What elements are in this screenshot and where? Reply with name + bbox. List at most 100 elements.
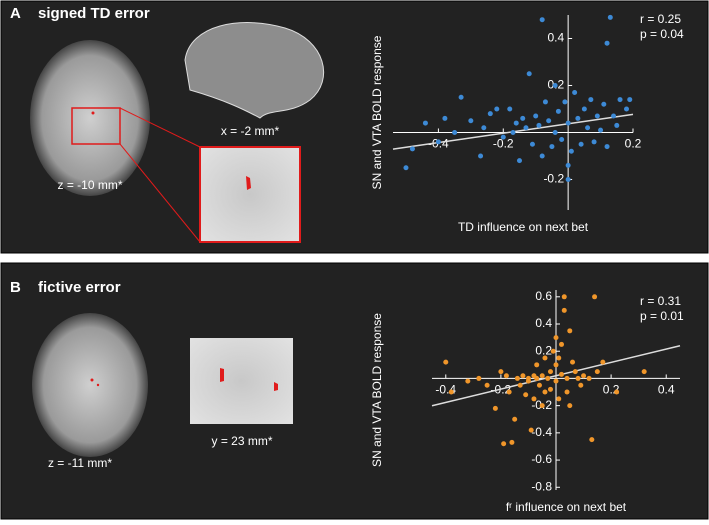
point [570, 359, 576, 365]
point [561, 294, 567, 300]
point [443, 359, 449, 365]
point [465, 378, 471, 384]
point [578, 141, 584, 147]
x-axis-label: TD influence on next bet [458, 220, 589, 234]
point [542, 99, 548, 105]
y-tick-label: -0.8 [531, 479, 552, 493]
point [484, 382, 490, 388]
point [526, 71, 532, 77]
point [641, 369, 647, 375]
point [494, 106, 500, 112]
zoom-line [119, 143, 201, 243]
point [553, 378, 559, 384]
point [534, 375, 540, 381]
x-axis-label: fʳ influence on next bet [506, 500, 627, 514]
point [528, 427, 534, 433]
point [512, 416, 518, 422]
point [565, 162, 571, 168]
point [542, 355, 548, 361]
point [598, 127, 604, 133]
point [547, 386, 553, 392]
point [547, 369, 553, 375]
zoom-image [199, 146, 301, 243]
annotation: r = 0.31 [640, 294, 681, 308]
activation [246, 176, 251, 190]
point [452, 129, 458, 135]
point [594, 369, 600, 375]
point [536, 122, 542, 128]
point [575, 375, 581, 381]
point [581, 106, 587, 112]
point [487, 111, 493, 117]
point [617, 97, 623, 103]
point [555, 108, 561, 114]
point [513, 120, 519, 126]
activation [96, 383, 100, 387]
point [520, 373, 526, 379]
point [578, 382, 584, 388]
y-tick-label: 0.4 [547, 31, 564, 45]
image-label: y = 23 mm* [211, 434, 272, 448]
point [403, 165, 409, 171]
point [552, 82, 558, 88]
point [492, 405, 498, 411]
point [539, 153, 545, 159]
point [539, 17, 545, 23]
y-tick-label: -0.4 [531, 425, 552, 439]
point [559, 137, 565, 143]
axial-brain [30, 40, 150, 196]
activation [91, 111, 95, 115]
point [553, 335, 559, 341]
point [517, 382, 523, 388]
point [514, 375, 520, 381]
x-tick-label: 0.4 [658, 383, 675, 397]
point [478, 153, 484, 159]
point [562, 99, 568, 105]
point [506, 389, 512, 395]
point [567, 403, 573, 409]
point [500, 134, 506, 140]
point [601, 101, 607, 107]
panel-label: A [10, 5, 21, 22]
point [442, 115, 448, 121]
point [523, 392, 529, 398]
panel-label: B [10, 279, 21, 296]
y-tick-label: -0.6 [531, 452, 552, 466]
point [523, 125, 529, 131]
image-label: z = -11 mm* [48, 456, 112, 470]
annotation: p = 0.04 [640, 27, 684, 41]
point [510, 129, 516, 135]
point [536, 382, 542, 388]
point [501, 441, 507, 447]
point [600, 359, 606, 365]
point [604, 144, 610, 150]
point [556, 396, 562, 402]
point [614, 122, 620, 128]
activation [220, 368, 224, 382]
point [503, 373, 509, 379]
point [586, 375, 592, 381]
y-tick-label: 0.4 [535, 316, 552, 330]
point [559, 371, 565, 377]
point [592, 294, 598, 300]
point [448, 389, 454, 395]
point [542, 389, 548, 395]
point [534, 362, 540, 368]
point [572, 369, 578, 375]
x-tick-label: -0.2 [493, 137, 514, 151]
point [567, 328, 573, 334]
point [549, 144, 555, 150]
point [565, 176, 571, 182]
point [594, 113, 600, 119]
point [409, 146, 415, 152]
point [607, 14, 613, 20]
point [435, 139, 441, 145]
x-tick-label: -0.4 [435, 383, 456, 397]
point [458, 94, 464, 100]
activation [274, 382, 278, 391]
point [561, 307, 567, 313]
point [564, 389, 570, 395]
y-axis-label: SN and VTA BOLD response [370, 313, 384, 467]
point [552, 129, 558, 135]
